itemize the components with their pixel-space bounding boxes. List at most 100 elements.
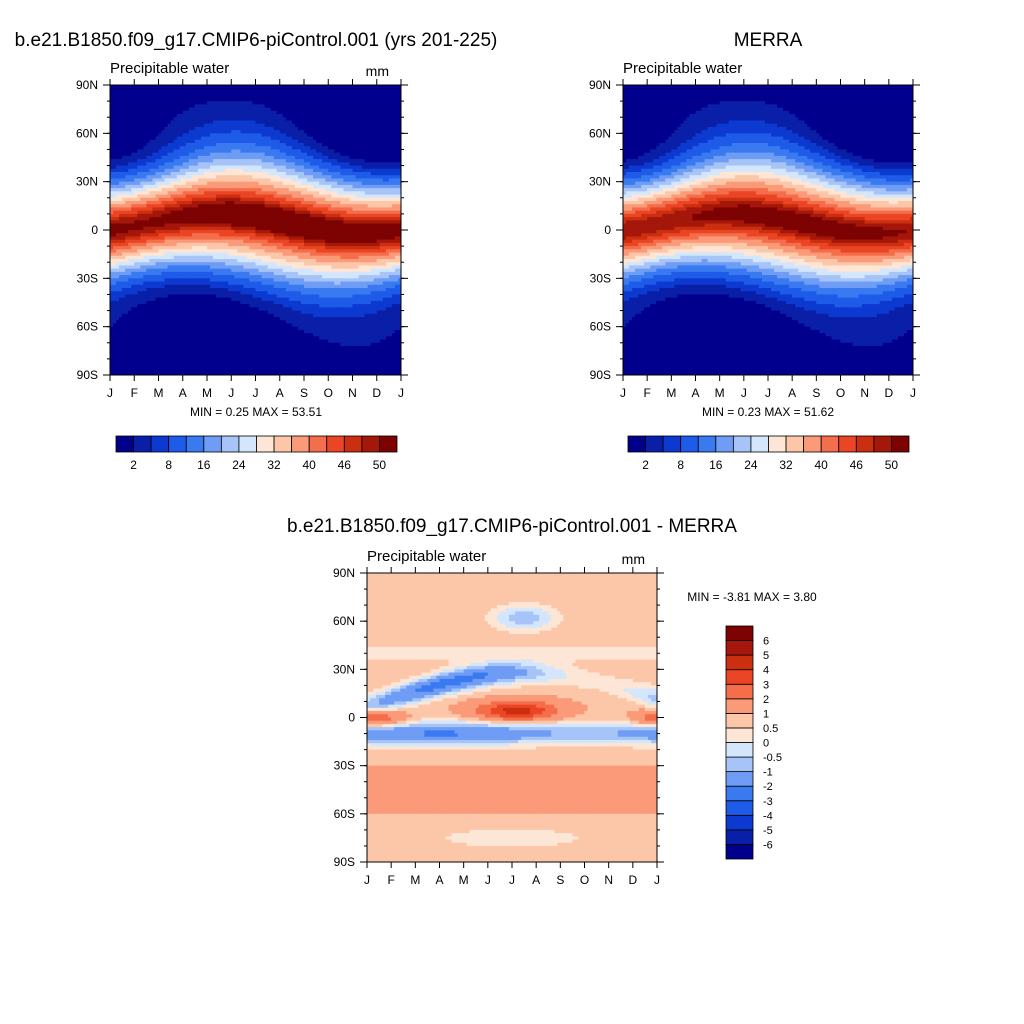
field-cell	[367, 123, 372, 128]
field-cell	[294, 178, 299, 183]
field-cell	[382, 220, 387, 225]
field-cell	[170, 226, 175, 231]
field-cell	[110, 149, 114, 154]
field-cell	[340, 226, 345, 231]
field-cell	[364, 130, 369, 134]
field-cell	[116, 139, 120, 144]
field-cell	[310, 88, 314, 93]
field-cell	[282, 217, 287, 221]
field-cell	[179, 242, 184, 247]
field-cell	[397, 162, 401, 167]
field-cell	[243, 188, 248, 192]
field-cell	[173, 152, 178, 157]
field-cell	[358, 191, 363, 196]
field-cell	[288, 114, 293, 118]
field-cell	[113, 217, 117, 221]
field-cell	[113, 246, 117, 250]
field-cell	[122, 246, 126, 250]
field-cell	[237, 172, 241, 176]
field-cell	[255, 249, 260, 254]
field-cell	[367, 178, 372, 183]
field-cell	[346, 233, 351, 238]
field-cell	[167, 175, 172, 180]
field-cell	[200, 242, 205, 247]
field-cell	[337, 91, 341, 96]
field-cell	[313, 146, 317, 151]
field-cell	[116, 178, 120, 183]
field-cell	[222, 123, 226, 128]
field-cell	[173, 162, 178, 167]
field-cell	[252, 230, 257, 234]
field-cell	[397, 165, 401, 170]
plot-variable-label: Precipitable water	[110, 60, 229, 77]
field-cell	[331, 168, 335, 173]
field-cell	[122, 204, 126, 209]
field-cell	[194, 162, 199, 167]
field-cell	[131, 133, 135, 138]
field-cell	[310, 126, 314, 131]
field-cell	[343, 152, 348, 157]
field-cell	[364, 194, 369, 199]
field-cell	[246, 178, 251, 183]
field-cell	[349, 97, 354, 102]
field-cell	[379, 110, 384, 115]
field-cell	[255, 155, 260, 160]
field-cell	[261, 175, 266, 180]
field-cell	[249, 201, 254, 205]
field-cell	[273, 168, 278, 173]
field-cell	[258, 110, 263, 115]
field-cell	[216, 204, 220, 209]
field-cell	[355, 184, 360, 189]
field-cell	[225, 117, 229, 122]
field-cell	[173, 165, 178, 170]
field-cell	[358, 181, 363, 186]
field-cell	[216, 201, 220, 205]
field-cell	[155, 155, 160, 160]
field-cell	[219, 130, 223, 134]
field-cell	[228, 175, 232, 180]
field-cell	[370, 194, 375, 199]
field-cell	[170, 249, 175, 254]
field-cell	[134, 146, 138, 151]
field-cell	[182, 91, 187, 96]
field-cell	[164, 143, 169, 147]
field-cell	[119, 139, 123, 144]
field-cell	[252, 165, 257, 170]
field-cell	[340, 159, 345, 163]
field-cell	[319, 104, 323, 109]
field-cell	[240, 184, 244, 189]
field-cell	[155, 94, 160, 99]
plot-title: b.e21.B1850.f09_g17.CMIP6-piControl.001 …	[15, 30, 498, 51]
field-cell	[376, 94, 381, 99]
field-cell	[200, 223, 205, 228]
field-cell	[397, 217, 401, 221]
field-cell	[358, 117, 363, 122]
field-cell	[116, 117, 120, 122]
field-cell	[352, 149, 357, 154]
field-cell	[216, 223, 220, 228]
field-cell	[249, 207, 254, 212]
field-cell	[385, 136, 390, 141]
field-cell	[297, 213, 302, 218]
field-cell	[182, 149, 187, 154]
field-cell	[279, 181, 284, 186]
field-cell	[222, 97, 226, 102]
field-cell	[364, 85, 369, 89]
field-cell	[222, 117, 226, 122]
field-cell	[170, 114, 175, 118]
field-cell	[228, 107, 232, 112]
field-cell	[304, 184, 308, 189]
field-cell	[210, 236, 214, 241]
field-cell	[358, 175, 363, 180]
field-cell	[355, 104, 360, 109]
field-cell	[264, 101, 269, 105]
field-cell	[243, 191, 248, 196]
field-cell	[304, 91, 308, 96]
field-cell	[273, 191, 278, 196]
field-cell	[119, 91, 123, 96]
field-cell	[155, 110, 160, 115]
field-cell	[255, 220, 260, 225]
field-cell	[270, 217, 275, 221]
field-cell	[346, 143, 351, 147]
field-cell	[349, 204, 354, 209]
